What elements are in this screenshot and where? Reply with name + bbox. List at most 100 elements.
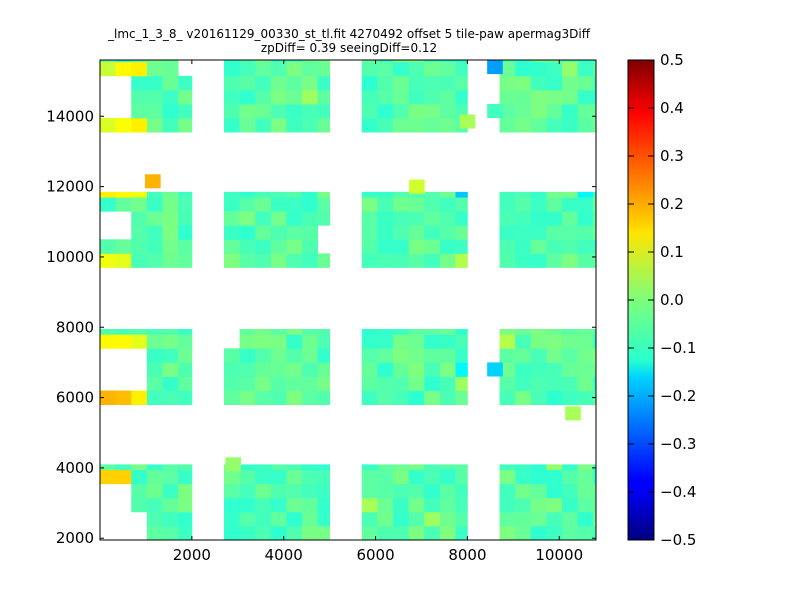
heatmap-cell [562, 376, 579, 391]
heatmap-cell [515, 348, 532, 363]
heatmap-cell [530, 497, 547, 513]
heatmap-cell [577, 390, 594, 406]
heatmap-cell [593, 225, 597, 240]
heatmap-cell [439, 118, 456, 133]
heatmap-cell [302, 211, 319, 226]
heatmap-cell [393, 60, 410, 63]
heatmap-cell [499, 118, 516, 133]
heatmap-cell [562, 191, 579, 198]
heatmap-cell [530, 348, 547, 363]
heatmap-cell [286, 483, 303, 499]
heatmap-cell [377, 464, 394, 471]
heatmap-cell [408, 211, 425, 226]
heatmap-cell [593, 60, 597, 63]
heatmap-cell [286, 497, 303, 513]
heatmap-cell [302, 239, 319, 254]
heatmap-cell [515, 60, 532, 63]
heatmap-cell [455, 469, 468, 485]
heatmap-cell [393, 334, 410, 349]
heatmap-cell [439, 511, 456, 527]
heatmap-cell [317, 362, 331, 377]
heatmap-cell [377, 483, 394, 499]
heatmap-cell [162, 75, 179, 91]
heatmap-cell [100, 118, 117, 133]
heatmap-cell [515, 525, 532, 541]
heatmap-cell [239, 197, 256, 212]
heatmap-cell [562, 118, 579, 133]
heatmap-cell [317, 497, 331, 513]
heatmap-cell [146, 60, 163, 63]
heatmap-cell [178, 75, 193, 91]
heatmap-cell [577, 469, 594, 485]
heatmap-cell [302, 103, 319, 119]
heatmap-cell [530, 483, 547, 499]
heatmap-cell [424, 348, 441, 363]
heatmap-cell [361, 464, 378, 471]
heatmap-cell [178, 390, 193, 406]
heatmap-cell [546, 253, 563, 268]
heatmap-cell [224, 511, 241, 527]
heatmap-cell [286, 89, 303, 105]
heatmap-cell [439, 253, 456, 268]
heatmap-cell [424, 197, 441, 212]
heatmap-cell [239, 60, 256, 63]
heatmap-cell [562, 525, 579, 541]
heatmap-cell [455, 525, 468, 541]
heatmap-cell [178, 329, 193, 335]
heatmap-cell [546, 334, 563, 349]
y-tick-label: 4000 [56, 459, 94, 477]
heatmap-cell [562, 103, 579, 119]
heatmap-cell [302, 376, 319, 391]
heatmap-cell [593, 362, 597, 377]
heatmap-cell [361, 75, 378, 91]
x-tick-label: 4000 [265, 546, 303, 564]
heatmap-cell [115, 118, 132, 133]
heatmap-cell [408, 334, 425, 349]
heatmap-cell [499, 362, 516, 377]
heatmap-cell [530, 329, 547, 335]
colorbar-tick-label: −0.2 [660, 387, 696, 405]
heatmap-cell [577, 75, 594, 91]
heatmap-cell [239, 348, 256, 363]
y-tick-label: 8000 [56, 318, 94, 336]
heatmap-cell [302, 197, 319, 212]
heatmap-cell [393, 329, 410, 335]
heatmap-cell [131, 239, 148, 254]
heatmap-cell [515, 390, 532, 406]
heatmap-cell [286, 464, 303, 471]
heatmap-cell [162, 497, 179, 513]
heatmap-cell [577, 525, 594, 541]
heatmap-cell [593, 511, 597, 527]
heatmap-cell [546, 89, 563, 105]
heatmap-cell [577, 362, 594, 377]
heatmap-cell [286, 118, 303, 133]
heatmap-cell [424, 253, 441, 268]
heatmap-cell [255, 469, 272, 485]
heatmap-cell [224, 483, 241, 499]
heatmap-cell [317, 60, 331, 63]
heatmap-cell [577, 61, 594, 77]
heatmap-cell [270, 497, 287, 513]
heatmap-cell [270, 118, 287, 133]
heatmap-cell [515, 469, 532, 485]
heatmap-cell [546, 469, 563, 485]
heatmap-cell [146, 89, 163, 105]
heatmap-cell [424, 191, 441, 198]
heatmap-cell [317, 329, 331, 335]
heatmap-cell [487, 103, 503, 119]
heatmap-cell [408, 253, 425, 268]
heatmap-cell [361, 89, 378, 105]
heatmap-cell [439, 225, 456, 240]
heatmap-cell [286, 239, 303, 254]
heatmap-cells [100, 60, 597, 541]
heatmap-cell [424, 362, 441, 377]
heatmap-cell [224, 376, 241, 391]
heatmap-cell [455, 348, 468, 363]
heatmap-cell [146, 497, 163, 513]
heatmap-cell [393, 362, 410, 377]
heatmap-cell [302, 118, 319, 133]
heatmap-cell [424, 497, 441, 513]
heatmap-cell [317, 197, 331, 212]
heatmap-cell [270, 225, 287, 240]
heatmap-cell [424, 89, 441, 105]
